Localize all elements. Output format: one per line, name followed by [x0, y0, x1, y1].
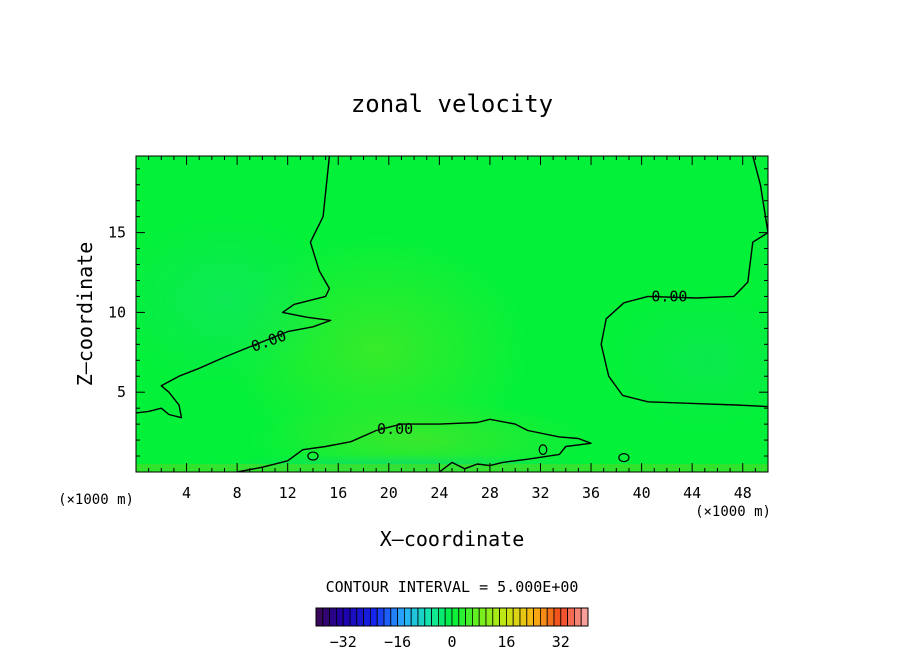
colorbar-swatch — [574, 607, 582, 627]
x-tick-label: 20 — [380, 484, 398, 502]
colorbar-swatch — [567, 607, 575, 627]
y-tick-label: 5 — [117, 383, 126, 401]
y-axis-ticks: 5 10 15 — [108, 224, 768, 401]
plot-area — [136, 156, 768, 472]
colorbar-swatch — [356, 607, 364, 627]
contour-island — [538, 444, 548, 456]
colorbar-swatch — [512, 607, 521, 627]
colorbar-swatch — [322, 607, 330, 627]
x-tick-label: 40 — [633, 484, 651, 502]
colorbar — [315, 607, 589, 627]
colorbar-swatch — [519, 607, 528, 627]
colorbar-swatch — [315, 607, 324, 627]
colorbar-swatch — [505, 607, 514, 627]
colorbar-swatch — [437, 607, 446, 627]
x-tick-label: 24 — [430, 484, 448, 502]
contour-island — [618, 453, 630, 463]
colorbar-swatch — [465, 607, 473, 627]
colorbar-swatch — [397, 607, 405, 627]
x-axis-label: X—coordinate — [380, 527, 525, 551]
field-shade-left — [136, 215, 335, 385]
y-axis-label: Z—coordinate — [73, 242, 97, 387]
contour-zero-upper-left — [136, 156, 332, 419]
colorbar-swatch — [526, 607, 534, 627]
field-shade-right — [615, 290, 768, 430]
colorbar-swatch — [383, 607, 392, 627]
y-tick-label: 15 — [108, 224, 126, 242]
colorbar-swatch — [560, 607, 568, 627]
x-tick-label: 36 — [582, 484, 600, 502]
x-tick-label: 48 — [734, 484, 752, 502]
contour-interval-label: CONTOUR INTERVAL = 5.000E+00 — [326, 578, 579, 596]
x-tick-label: 4 — [182, 484, 191, 502]
field-shade-low — [250, 400, 590, 472]
x-units-right: (×1000 m) — [695, 504, 771, 520]
x-tick-label: 8 — [233, 484, 242, 502]
colorbar-swatch — [369, 607, 378, 627]
colorbar-swatch — [580, 607, 589, 627]
x-tick-label: 12 — [279, 484, 297, 502]
colorbar-swatch — [431, 607, 439, 627]
colorbar-frame — [315, 607, 589, 627]
x-tick-label: 32 — [531, 484, 549, 502]
x-units-left: (×1000 m) — [58, 492, 134, 508]
colorbar-tick-label: −16 — [384, 633, 411, 651]
y-tick-label: 10 — [108, 303, 126, 321]
minor-ticks — [136, 156, 768, 472]
colorbar-swatch — [329, 607, 337, 627]
colorbar-swatch — [410, 607, 419, 627]
x-tick-label: 44 — [683, 484, 701, 502]
colorbar-tick-label: 16 — [497, 633, 515, 651]
x-axis-ticks: 4 8 12 16 20 24 28 32 36 40 44 48 — [182, 156, 752, 502]
contour-island — [307, 451, 319, 461]
contour-label: 0.00 — [651, 287, 687, 305]
chart-title: zonal velocity — [351, 90, 553, 118]
colorbar-swatch — [485, 607, 494, 627]
contour-zero-right — [600, 156, 768, 408]
colorbar-swatch — [533, 607, 541, 627]
colorbar-swatch — [349, 607, 358, 627]
colorbar-swatch — [417, 607, 426, 627]
colorbar-swatch — [451, 607, 460, 627]
colorbar-tick-label: 0 — [447, 633, 456, 651]
colorbar-swatch — [478, 607, 487, 627]
x-tick-label: 16 — [329, 484, 347, 502]
colorbar-swatch — [540, 607, 548, 627]
colorbar-swatch — [335, 607, 344, 627]
colorbar-swatch — [471, 607, 480, 627]
colorbar-swatch — [546, 607, 555, 627]
x-tick-label: 28 — [481, 484, 499, 502]
contour-label: 0.00 — [377, 420, 413, 438]
colorbar-swatch — [424, 607, 432, 627]
colorbar-swatch — [499, 607, 507, 627]
colorbar-tick-label: −32 — [330, 633, 357, 651]
colorbar-swatch — [553, 607, 562, 627]
colorbar-swatch — [458, 607, 466, 627]
colorbar-swatch — [390, 607, 398, 627]
colorbar-swatch — [444, 607, 453, 627]
colorbar-swatch — [376, 607, 385, 627]
colorbar-swatch — [363, 607, 371, 627]
colorbar-ticks: −32 −16 0 16 32 — [330, 633, 570, 651]
colorbar-tick-label: 32 — [552, 633, 570, 651]
colorbar-swatch — [342, 607, 351, 627]
colorbar-swatch — [403, 607, 412, 627]
colorbar-swatch — [492, 607, 500, 627]
contour-labels: 0.000.000.00 — [249, 287, 688, 437]
